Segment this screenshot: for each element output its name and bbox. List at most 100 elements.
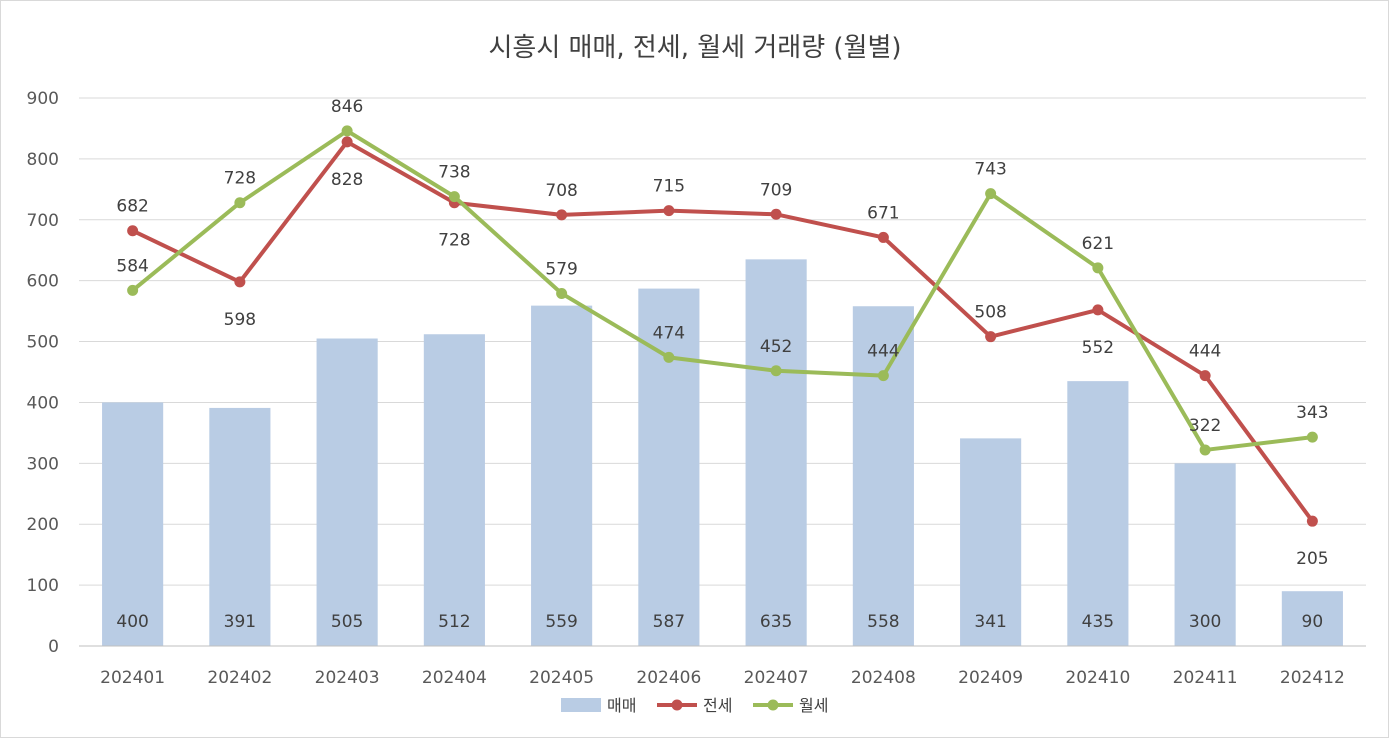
line-data-label: 828 bbox=[331, 170, 363, 190]
line-data-label: 738 bbox=[438, 163, 470, 183]
bar-data-label: 391 bbox=[224, 612, 256, 632]
line-data-label: 508 bbox=[974, 303, 1006, 323]
bar bbox=[316, 338, 378, 646]
line-data-label: 444 bbox=[1189, 342, 1221, 362]
line-data-label: 444 bbox=[867, 342, 899, 362]
x-tick-label: 202407 bbox=[744, 668, 809, 688]
legend-swatch-marker bbox=[671, 699, 683, 711]
bar-data-label: 587 bbox=[653, 612, 685, 632]
series-line bbox=[130, 128, 1315, 452]
line-data-label: 728 bbox=[224, 169, 256, 189]
series-point bbox=[1306, 515, 1318, 527]
series-point bbox=[556, 209, 568, 221]
line-data-label: 728 bbox=[438, 231, 470, 251]
bar-data-label: 635 bbox=[760, 612, 792, 632]
line-data-label: 708 bbox=[545, 181, 577, 201]
x-tick-label: 202410 bbox=[1065, 668, 1130, 688]
legend-label: 전세 bbox=[703, 696, 732, 715]
bar bbox=[1174, 463, 1236, 646]
series-point bbox=[663, 351, 675, 363]
bar-data-label: 435 bbox=[1082, 612, 1114, 632]
x-tick-label: 202402 bbox=[207, 668, 272, 688]
bar bbox=[638, 288, 700, 646]
bar bbox=[1067, 381, 1129, 646]
series-point bbox=[1306, 431, 1318, 443]
bar-data-label: 559 bbox=[545, 612, 577, 632]
bar bbox=[102, 402, 164, 646]
x-tick-label: 202408 bbox=[851, 668, 916, 688]
x-tick-label: 202404 bbox=[422, 668, 487, 688]
gridlines bbox=[79, 97, 1366, 586]
bar-data-label: 505 bbox=[331, 612, 363, 632]
x-tick-label: 202411 bbox=[1173, 668, 1238, 688]
bar bbox=[960, 438, 1022, 646]
y-tick-label: 700 bbox=[27, 211, 59, 231]
x-tick-label: 202412 bbox=[1280, 668, 1345, 688]
line-data-label: 474 bbox=[653, 323, 685, 343]
y-tick-label: 100 bbox=[27, 576, 59, 596]
line-series bbox=[127, 125, 1318, 527]
line-data-label: 715 bbox=[653, 177, 685, 197]
bar bbox=[423, 334, 485, 646]
series-point bbox=[1092, 262, 1104, 274]
series-point bbox=[877, 231, 889, 243]
series-point bbox=[127, 225, 139, 237]
series-point bbox=[1092, 304, 1104, 316]
bar bbox=[531, 305, 593, 646]
x-tick-label: 202409 bbox=[958, 668, 1023, 688]
bar bbox=[209, 407, 271, 646]
data-labels: 400 391 505 512 559 587 635 558 341 435 300 90 682 59… bbox=[116, 97, 1328, 632]
series-point bbox=[985, 188, 997, 200]
line-data-label: 552 bbox=[1082, 338, 1114, 358]
legend-swatch-marker bbox=[767, 699, 779, 711]
bar-data-label: 558 bbox=[867, 612, 899, 632]
series-point bbox=[448, 191, 460, 203]
line-data-label: 598 bbox=[224, 310, 256, 330]
x-tick-label: 202405 bbox=[529, 668, 594, 688]
series-point bbox=[127, 284, 139, 296]
y-tick-label: 0 bbox=[48, 637, 59, 657]
line-data-label: 743 bbox=[974, 160, 1006, 180]
legend-label: 매매 bbox=[607, 696, 636, 715]
series-point bbox=[1199, 444, 1211, 456]
y-axis-ticks: 0 100 200 300 400 500 600 700 800 900 bbox=[27, 89, 59, 657]
bar bbox=[745, 259, 807, 646]
y-tick-label: 200 bbox=[27, 515, 59, 535]
x-tick-label: 202406 bbox=[636, 668, 701, 688]
series-point bbox=[234, 276, 246, 288]
series-point bbox=[1199, 370, 1211, 382]
line-data-label: 584 bbox=[116, 256, 148, 276]
line-data-label: 322 bbox=[1189, 416, 1221, 436]
y-tick-label: 900 bbox=[27, 89, 59, 109]
y-tick-label: 800 bbox=[27, 150, 59, 170]
series-point bbox=[877, 370, 889, 382]
x-tick-label: 202403 bbox=[315, 668, 380, 688]
line-data-label: 579 bbox=[545, 259, 577, 279]
series-point bbox=[341, 136, 353, 148]
y-tick-label: 400 bbox=[27, 393, 59, 413]
line-data-label: 452 bbox=[760, 337, 792, 357]
series-line bbox=[130, 139, 1315, 524]
series-point bbox=[341, 125, 353, 137]
bar bbox=[852, 306, 914, 646]
line-data-label: 621 bbox=[1082, 234, 1114, 254]
series-point bbox=[985, 331, 997, 343]
series-point bbox=[770, 365, 782, 377]
bar-data-label: 341 bbox=[974, 612, 1006, 632]
y-tick-label: 600 bbox=[27, 272, 59, 292]
line-data-label: 709 bbox=[760, 180, 792, 200]
line-data-label: 846 bbox=[331, 97, 363, 117]
series-point bbox=[663, 205, 675, 217]
bar-data-label: 512 bbox=[438, 612, 470, 632]
series-point bbox=[770, 208, 782, 220]
legend-label: 월세 bbox=[799, 696, 828, 715]
x-tick-label: 202401 bbox=[100, 668, 165, 688]
bar bbox=[1281, 591, 1343, 646]
series-point bbox=[234, 197, 246, 209]
line-data-label: 343 bbox=[1296, 403, 1328, 423]
chart-title: 시흥시 매매, 전세, 월세 거래량 (월별) bbox=[488, 33, 901, 63]
bar-data-label: 400 bbox=[116, 612, 148, 632]
legend-swatch bbox=[561, 698, 601, 712]
